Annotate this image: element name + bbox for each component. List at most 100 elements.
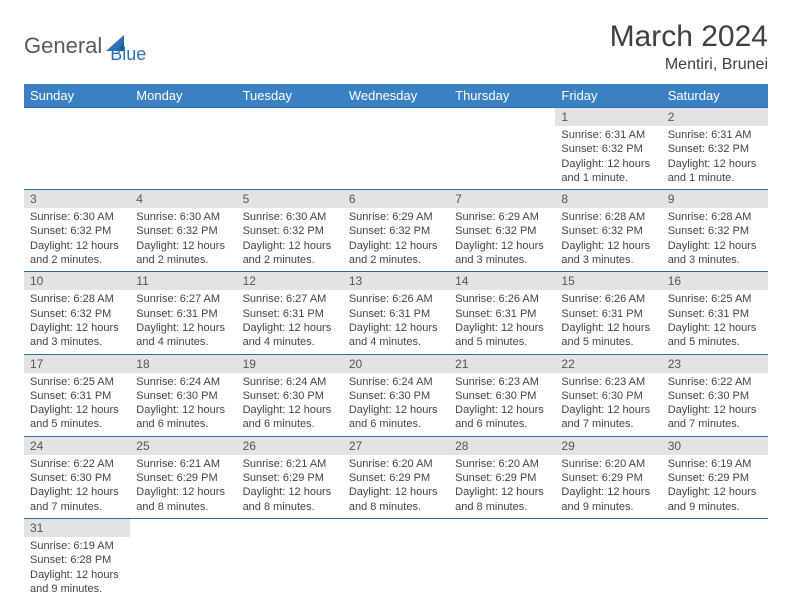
day-data: Sunrise: 6:28 AMSunset: 6:32 PMDaylight:…	[662, 208, 768, 271]
calendar-cell: 8Sunrise: 6:28 AMSunset: 6:32 PMDaylight…	[555, 190, 661, 272]
day-number: 20	[343, 355, 449, 373]
calendar-cell	[343, 518, 449, 600]
day-number: 11	[130, 272, 236, 290]
day-data: Sunrise: 6:27 AMSunset: 6:31 PMDaylight:…	[237, 290, 343, 353]
day-number: 9	[662, 190, 768, 208]
day-number: 15	[555, 272, 661, 290]
calendar-cell	[449, 108, 555, 190]
calendar-cell: 11Sunrise: 6:27 AMSunset: 6:31 PMDayligh…	[130, 272, 236, 354]
day-number: 4	[130, 190, 236, 208]
day-data: Sunrise: 6:20 AMSunset: 6:29 PMDaylight:…	[555, 455, 661, 518]
day-number: 17	[24, 355, 130, 373]
day-data: Sunrise: 6:27 AMSunset: 6:31 PMDaylight:…	[130, 290, 236, 353]
calendar-cell: 3Sunrise: 6:30 AMSunset: 6:32 PMDaylight…	[24, 190, 130, 272]
calendar-cell	[555, 518, 661, 600]
day-number: 8	[555, 190, 661, 208]
day-number: 16	[662, 272, 768, 290]
calendar-cell: 28Sunrise: 6:20 AMSunset: 6:29 PMDayligh…	[449, 436, 555, 518]
calendar-cell: 22Sunrise: 6:23 AMSunset: 6:30 PMDayligh…	[555, 354, 661, 436]
calendar-table: SundayMondayTuesdayWednesdayThursdayFrid…	[24, 84, 768, 600]
day-number: 1	[555, 108, 661, 126]
day-number: 19	[237, 355, 343, 373]
calendar-cell: 10Sunrise: 6:28 AMSunset: 6:32 PMDayligh…	[24, 272, 130, 354]
day-data: Sunrise: 6:31 AMSunset: 6:32 PMDaylight:…	[555, 126, 661, 189]
day-number: 23	[662, 355, 768, 373]
logo-text-general: General	[24, 33, 102, 59]
day-number: 24	[24, 437, 130, 455]
day-data: Sunrise: 6:24 AMSunset: 6:30 PMDaylight:…	[343, 373, 449, 436]
day-data: Sunrise: 6:26 AMSunset: 6:31 PMDaylight:…	[555, 290, 661, 353]
calendar-cell: 15Sunrise: 6:26 AMSunset: 6:31 PMDayligh…	[555, 272, 661, 354]
calendar-cell: 4Sunrise: 6:30 AMSunset: 6:32 PMDaylight…	[130, 190, 236, 272]
calendar-cell: 20Sunrise: 6:24 AMSunset: 6:30 PMDayligh…	[343, 354, 449, 436]
page-header: General Blue March 2024 Mentiri, Brunei	[24, 20, 768, 74]
logo: General Blue	[24, 26, 146, 65]
day-data: Sunrise: 6:19 AMSunset: 6:28 PMDaylight:…	[24, 537, 130, 600]
calendar-cell: 1Sunrise: 6:31 AMSunset: 6:32 PMDaylight…	[555, 108, 661, 190]
day-number: 6	[343, 190, 449, 208]
day-header: Friday	[555, 84, 661, 108]
day-header: Saturday	[662, 84, 768, 108]
day-number: 5	[237, 190, 343, 208]
day-data: Sunrise: 6:21 AMSunset: 6:29 PMDaylight:…	[130, 455, 236, 518]
calendar-cell	[130, 108, 236, 190]
day-number: 14	[449, 272, 555, 290]
day-header: Thursday	[449, 84, 555, 108]
day-number: 25	[130, 437, 236, 455]
calendar-cell: 7Sunrise: 6:29 AMSunset: 6:32 PMDaylight…	[449, 190, 555, 272]
day-number: 7	[449, 190, 555, 208]
day-number: 22	[555, 355, 661, 373]
day-number: 26	[237, 437, 343, 455]
day-data: Sunrise: 6:19 AMSunset: 6:29 PMDaylight:…	[662, 455, 768, 518]
calendar-cell: 6Sunrise: 6:29 AMSunset: 6:32 PMDaylight…	[343, 190, 449, 272]
calendar-cell	[237, 108, 343, 190]
day-data: Sunrise: 6:30 AMSunset: 6:32 PMDaylight:…	[130, 208, 236, 271]
day-data: Sunrise: 6:29 AMSunset: 6:32 PMDaylight:…	[449, 208, 555, 271]
calendar-cell: 2Sunrise: 6:31 AMSunset: 6:32 PMDaylight…	[662, 108, 768, 190]
day-data: Sunrise: 6:31 AMSunset: 6:32 PMDaylight:…	[662, 126, 768, 189]
day-data: Sunrise: 6:28 AMSunset: 6:32 PMDaylight:…	[24, 290, 130, 353]
calendar-cell: 25Sunrise: 6:21 AMSunset: 6:29 PMDayligh…	[130, 436, 236, 518]
calendar-cell: 9Sunrise: 6:28 AMSunset: 6:32 PMDaylight…	[662, 190, 768, 272]
calendar-cell	[662, 518, 768, 600]
calendar-cell	[449, 518, 555, 600]
calendar-cell: 26Sunrise: 6:21 AMSunset: 6:29 PMDayligh…	[237, 436, 343, 518]
title-block: March 2024 Mentiri, Brunei	[610, 20, 768, 74]
day-number: 10	[24, 272, 130, 290]
calendar-cell: 14Sunrise: 6:26 AMSunset: 6:31 PMDayligh…	[449, 272, 555, 354]
calendar-cell: 12Sunrise: 6:27 AMSunset: 6:31 PMDayligh…	[237, 272, 343, 354]
day-data: Sunrise: 6:29 AMSunset: 6:32 PMDaylight:…	[343, 208, 449, 271]
day-data: Sunrise: 6:30 AMSunset: 6:32 PMDaylight:…	[237, 208, 343, 271]
calendar-cell: 21Sunrise: 6:23 AMSunset: 6:30 PMDayligh…	[449, 354, 555, 436]
calendar-cell: 18Sunrise: 6:24 AMSunset: 6:30 PMDayligh…	[130, 354, 236, 436]
day-header: Sunday	[24, 84, 130, 108]
day-data: Sunrise: 6:28 AMSunset: 6:32 PMDaylight:…	[555, 208, 661, 271]
calendar-cell: 24Sunrise: 6:22 AMSunset: 6:30 PMDayligh…	[24, 436, 130, 518]
day-data: Sunrise: 6:26 AMSunset: 6:31 PMDaylight:…	[343, 290, 449, 353]
calendar-cell: 27Sunrise: 6:20 AMSunset: 6:29 PMDayligh…	[343, 436, 449, 518]
day-number: 27	[343, 437, 449, 455]
page-title: March 2024	[610, 20, 768, 54]
calendar-cell	[130, 518, 236, 600]
day-data: Sunrise: 6:23 AMSunset: 6:30 PMDaylight:…	[449, 373, 555, 436]
day-data: Sunrise: 6:23 AMSunset: 6:30 PMDaylight:…	[555, 373, 661, 436]
calendar-body: 1Sunrise: 6:31 AMSunset: 6:32 PMDaylight…	[24, 108, 768, 601]
calendar-cell: 13Sunrise: 6:26 AMSunset: 6:31 PMDayligh…	[343, 272, 449, 354]
day-header: Wednesday	[343, 84, 449, 108]
day-number: 29	[555, 437, 661, 455]
day-data: Sunrise: 6:20 AMSunset: 6:29 PMDaylight:…	[343, 455, 449, 518]
day-header: Tuesday	[237, 84, 343, 108]
day-number: 21	[449, 355, 555, 373]
calendar-cell	[24, 108, 130, 190]
day-header: Monday	[130, 84, 236, 108]
day-data: Sunrise: 6:25 AMSunset: 6:31 PMDaylight:…	[662, 290, 768, 353]
calendar-cell	[343, 108, 449, 190]
logo-text-blue: Blue	[110, 44, 146, 65]
day-data: Sunrise: 6:20 AMSunset: 6:29 PMDaylight:…	[449, 455, 555, 518]
day-data: Sunrise: 6:22 AMSunset: 6:30 PMDaylight:…	[24, 455, 130, 518]
day-data: Sunrise: 6:24 AMSunset: 6:30 PMDaylight:…	[130, 373, 236, 436]
day-number: 30	[662, 437, 768, 455]
day-data: Sunrise: 6:24 AMSunset: 6:30 PMDaylight:…	[237, 373, 343, 436]
calendar-cell: 29Sunrise: 6:20 AMSunset: 6:29 PMDayligh…	[555, 436, 661, 518]
calendar-cell	[237, 518, 343, 600]
